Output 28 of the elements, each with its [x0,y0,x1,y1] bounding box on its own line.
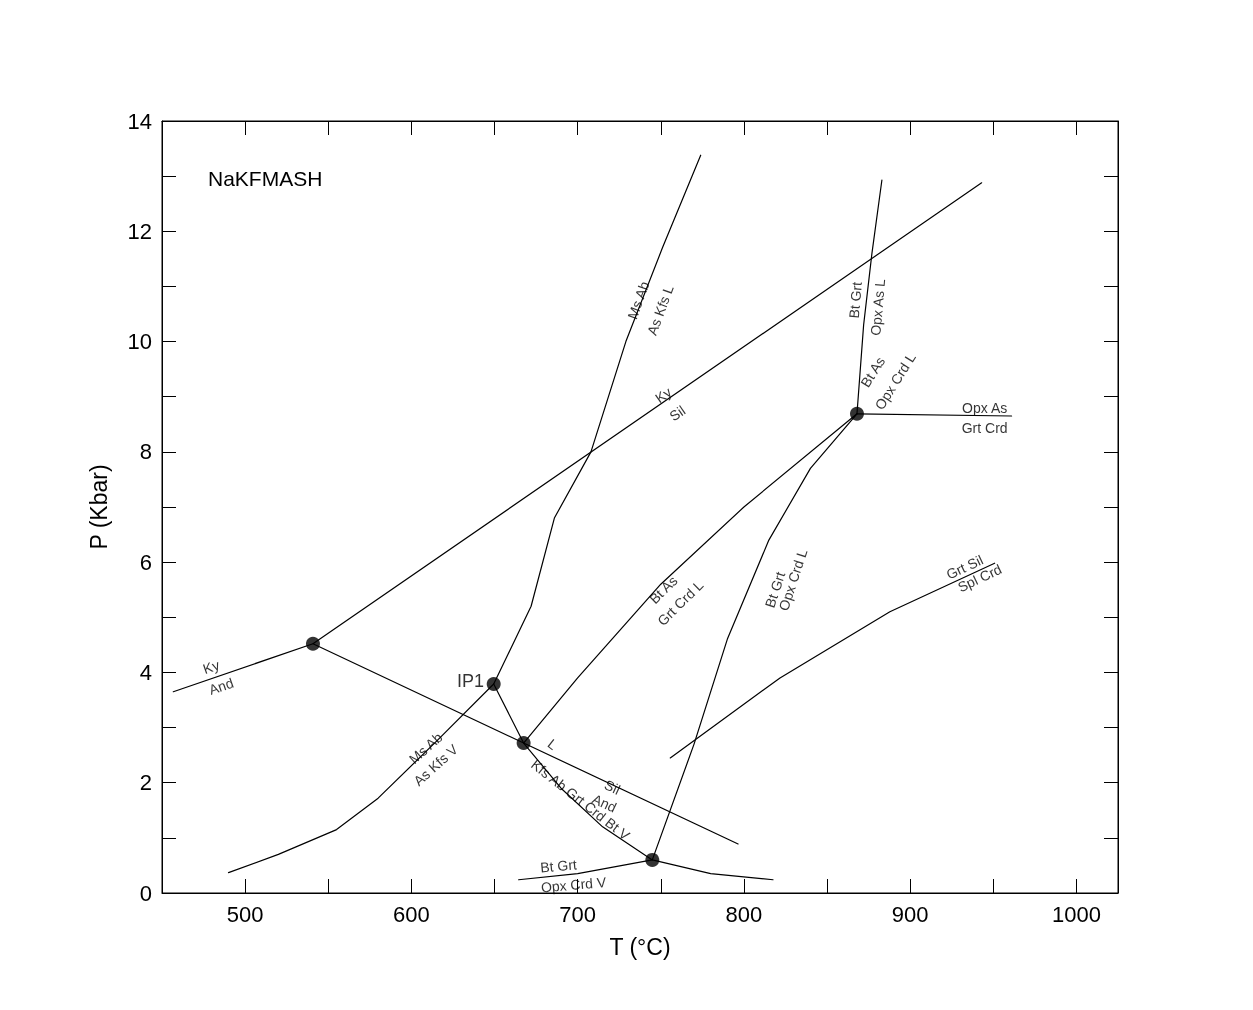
y-tick-label: 4 [139,659,152,685]
annotation: L [544,735,561,753]
x-tick-label: 500 [226,901,264,927]
annotation: Ms Ab [624,279,653,322]
annotation: Bt Grt [845,281,865,320]
annotation: Opx As [962,399,1008,416]
x-tick-label: 900 [891,901,929,927]
y-tick-label: 14 [127,108,152,134]
y-tick-label: 6 [139,549,152,575]
x-tick-label: 1000 [1051,901,1101,927]
y-tick-label: 2 [139,770,152,796]
annotation: Bt Grt [539,856,578,876]
y-tick-label: 12 [127,218,152,244]
y-tick-label: 10 [127,329,152,355]
annotation: Sil [601,776,623,798]
x-tick-label: 700 [559,901,597,927]
annotation: Opx As L [867,278,889,337]
annotation: Grt Crd [961,420,1008,437]
x-axis-title: T (°C) [609,933,671,960]
y-tick-label: 8 [139,439,152,465]
x-tick-label: 600 [393,901,430,927]
y-axis-title: P (Kbar) [85,464,112,550]
annotation: NaKFMASH [208,167,323,190]
y-tick-label: 0 [139,880,152,906]
x-tick-label: 800 [725,901,763,927]
annotation: Opx Crd V [540,873,608,896]
annotation: IP1 [457,670,485,691]
annotation: Bt As [857,353,889,390]
